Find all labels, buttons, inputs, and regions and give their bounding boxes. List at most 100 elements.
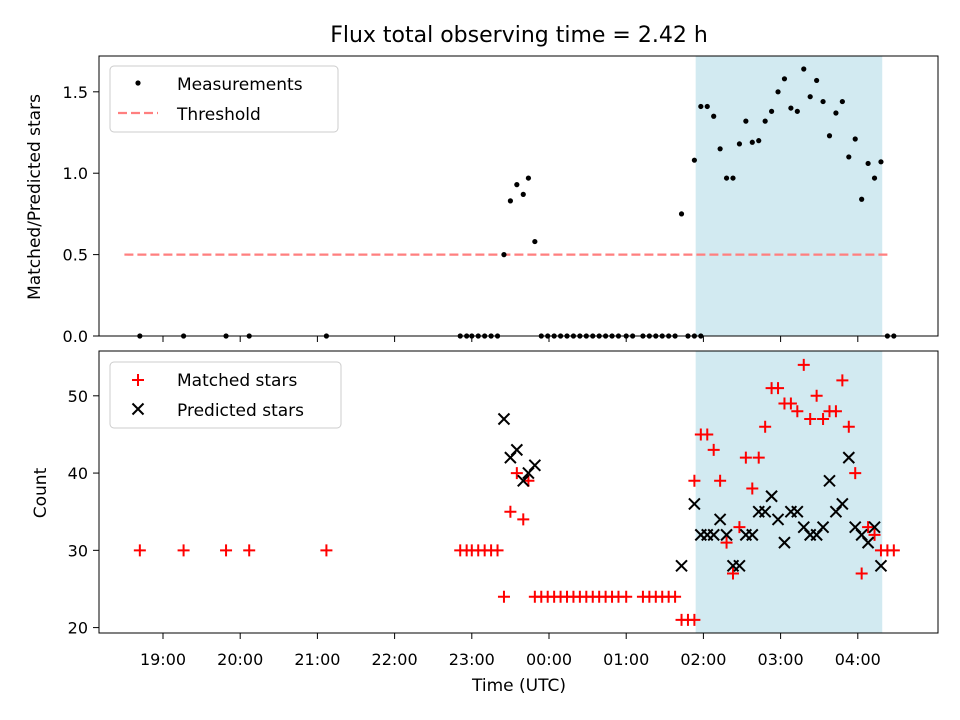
legend-threshold-label: Threshold — [176, 105, 261, 125]
measurement-point — [691, 157, 697, 163]
figure-title: Flux total observing time = 2.42 h — [330, 23, 708, 48]
matched-star-point — [746, 482, 759, 495]
observing-window-shade-top — [695, 56, 883, 336]
y-tick-label: 20 — [68, 619, 88, 638]
predicted-star-point — [836, 497, 849, 511]
matched-star-point — [243, 544, 256, 557]
bottom-y-axis-label: Count — [31, 467, 51, 518]
matched-star-point — [517, 513, 530, 526]
matched-star-point — [829, 405, 842, 418]
y-tick-label: 1.5 — [63, 83, 88, 102]
measurement-point — [781, 76, 788, 82]
matched-star-point — [701, 428, 714, 441]
matched-star-point — [887, 544, 900, 557]
predicted-star-point — [861, 536, 875, 549]
bottom-y-ticks: 20 30 40 50 — [68, 387, 99, 638]
matched-star-point — [133, 544, 146, 557]
top-x-ticks — [162, 336, 859, 342]
predicted-star-point — [733, 559, 746, 572]
legend-measurements-label: Measurements — [177, 75, 303, 95]
matched-star-point — [714, 474, 727, 487]
bottom-x-ticks: 19:00 20:00 21:00 22:00 23:00 00:00 01:00 02:00… — [140, 633, 881, 669]
y-tick-label: 0.5 — [63, 246, 88, 265]
top-y-axis-label: Matched/Predicted stars — [25, 94, 45, 300]
measurement-point — [794, 108, 800, 114]
measurement-point — [525, 175, 532, 181]
measurement-point — [711, 113, 717, 119]
matched-star-point — [688, 474, 701, 487]
predicted-star-point — [823, 474, 836, 488]
matched-star-point — [739, 451, 752, 464]
measurement-point — [678, 211, 685, 217]
matched-star-point — [669, 590, 682, 603]
predicted-star-point — [497, 412, 511, 426]
y-tick-label: 30 — [68, 541, 88, 560]
predicted-star-point — [688, 497, 701, 511]
matched-star-point — [220, 544, 233, 557]
predicted-star-point — [528, 459, 542, 472]
matched-star-point — [491, 544, 504, 557]
measurement-point — [532, 238, 538, 245]
legend-measurements-marker — [135, 80, 141, 86]
y-tick-label: 0.0 — [63, 327, 88, 346]
x-tick-label: 23:00 — [449, 650, 495, 669]
legend-matched-marker — [132, 374, 144, 386]
y-tick-label: 40 — [68, 464, 88, 483]
matched-star-point — [177, 544, 190, 557]
measurement-point — [717, 146, 723, 152]
matched-star-point — [810, 389, 823, 402]
matched-star-point — [504, 505, 517, 518]
matched-star-point — [862, 521, 875, 534]
predicted-star-point — [510, 443, 524, 457]
y-tick-label: 50 — [68, 387, 88, 406]
x-tick-label: 02:00 — [680, 650, 726, 669]
measurement-point — [871, 175, 878, 181]
matched-star-point — [752, 451, 765, 464]
y-tick-label: 1.0 — [63, 164, 88, 183]
matched-star-point — [720, 536, 733, 549]
top-y-ticks: 0.0 0.5 1.0 1.5 — [63, 83, 99, 346]
predicted-star-point — [707, 528, 720, 542]
matched-star-point — [842, 420, 855, 433]
predicted-star-point — [517, 474, 530, 488]
predicted-star-point — [765, 490, 778, 503]
measurement-point — [852, 136, 858, 142]
measurement-points — [137, 66, 897, 339]
top-legend: Measurements Threshold — [109, 65, 339, 133]
x-tick-label: 21:00 — [294, 650, 340, 669]
measurement-point — [826, 133, 833, 139]
bottom-panel: 20 30 40 50 19:00 20:00 21:00 22:00 23:00 00:00 0… — [31, 350, 939, 696]
predicted-star-point — [791, 505, 804, 518]
matched-star-point — [620, 590, 633, 603]
matched-star-point — [733, 521, 746, 534]
x-tick-label: 01:00 — [603, 650, 649, 669]
measurement-point — [743, 118, 749, 124]
predicted-star-point — [713, 513, 727, 526]
measurement-point — [865, 160, 871, 167]
measurement-point — [514, 182, 520, 188]
matched-star-point — [797, 358, 810, 371]
measurement-point — [723, 175, 730, 181]
bottom-legend: Matched stars Predicted stars — [109, 361, 342, 429]
measurement-point — [801, 66, 807, 72]
matched-star-point — [855, 567, 868, 580]
observing-window-shade-bottom — [695, 351, 883, 633]
top-legend-box — [109, 65, 339, 133]
predicted-star-point — [778, 536, 791, 549]
top-plot-frame — [98, 55, 939, 337]
matched-star-point — [497, 590, 510, 603]
matched-star-point — [849, 467, 862, 480]
matched-star-point — [784, 397, 797, 410]
measurement-point — [814, 77, 820, 84]
bottom-legend-box — [109, 361, 342, 429]
measurement-point — [730, 175, 736, 181]
predicted-star-point — [675, 559, 688, 572]
matched-star-point — [510, 467, 523, 480]
measurement-point — [807, 94, 813, 100]
predicted-star-point — [842, 451, 856, 464]
legend-matched-label: Matched stars — [177, 371, 297, 391]
measurement-point — [507, 198, 513, 204]
x-tick-label: 22:00 — [372, 650, 418, 669]
matched-star-point — [759, 420, 772, 433]
